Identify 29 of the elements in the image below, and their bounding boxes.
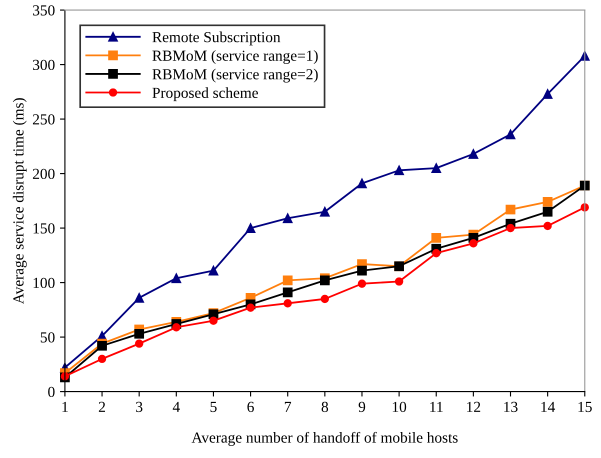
legend-label: Proposed scheme: [152, 87, 258, 102]
x-tick-label: 1: [62, 402, 68, 412]
legend-label: Remote Subscription: [152, 32, 280, 46]
y-tick-label: 50: [40, 332, 55, 343]
y-tick-label: 0: [48, 386, 55, 398]
x-tick-label: 11: [430, 402, 443, 412]
legend-label: RBMoM (service range=2): [152, 68, 318, 83]
x-tick-label: 3: [136, 402, 142, 412]
x-tick-label: 9: [358, 402, 366, 412]
x-axis-title: Average number of handoff of mobile hosts: [192, 432, 458, 446]
y-tick-label: 150: [34, 223, 55, 234]
x-tick-label: 15: [578, 402, 592, 412]
x-tick-label: 5: [210, 402, 217, 412]
x-tick-label: 6: [247, 402, 254, 412]
y-tick-label: 200: [32, 168, 55, 180]
x-tick-label: 7: [284, 402, 292, 412]
x-tick-label: 14: [541, 402, 556, 412]
y-tick-label: 350: [33, 5, 55, 16]
x-tick-label: 8: [322, 402, 328, 412]
y-tick-label: 300: [33, 60, 55, 70]
x-tick-label: 10: [392, 402, 406, 412]
legend-label: RBMoM (service range=1): [152, 50, 318, 64]
y-tick-label: 250: [32, 114, 55, 125]
x-tick-label: 4: [172, 402, 180, 412]
y-tick-label: 100: [34, 278, 55, 288]
x-tick-label: 12: [467, 402, 480, 412]
y-axis-title: Average service disrupt time (ms): [12, 98, 27, 304]
x-tick-label: 2: [98, 402, 106, 412]
x-tick-label: 13: [504, 402, 518, 412]
